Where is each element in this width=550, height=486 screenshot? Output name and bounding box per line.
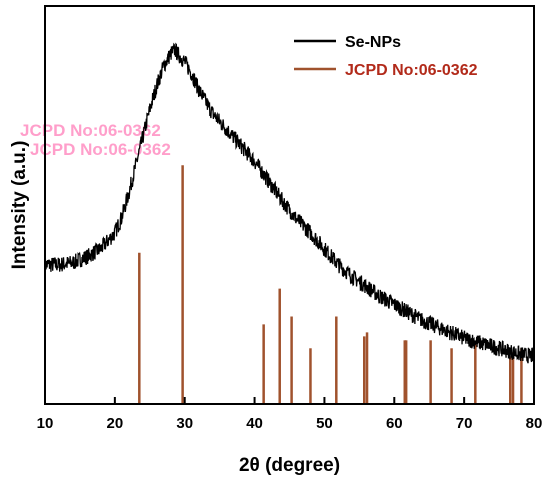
x-axis-label: 2θ (degree) <box>239 455 340 476</box>
x-tick-label: 70 <box>456 415 473 432</box>
legend-label: JCPD No:06-0362 <box>345 62 478 79</box>
x-axis-ticks: 10 20 30 40 50 60 70 80 <box>37 397 543 432</box>
se-nps-curve <box>44 42 535 364</box>
x-tick-label: 80 <box>526 415 543 432</box>
reference-sticks <box>138 165 523 404</box>
legend-label: Se-NPs <box>345 34 401 51</box>
x-tick-label: 40 <box>246 415 263 432</box>
x-tick-label: 30 <box>176 415 193 432</box>
x-tick-label: 10 <box>37 415 54 432</box>
x-tick-label: 60 <box>386 415 403 432</box>
legend: Se-NPs JCPD No:06-0362 <box>294 34 478 79</box>
watermark-line-1: JCPD No:06-0362 <box>20 121 161 140</box>
watermark: JCPD No:06-0362 JCPD No:06-0362 <box>20 121 171 159</box>
y-axis-label: Intensity (a.u.) <box>9 141 30 270</box>
x-tick-label: 50 <box>316 415 333 432</box>
se-nps-curve-group <box>44 42 535 364</box>
plot-frame <box>44 5 535 405</box>
x-tick-label: 20 <box>107 415 124 432</box>
watermark-line-2: JCPD No:06-0362 <box>30 140 171 159</box>
